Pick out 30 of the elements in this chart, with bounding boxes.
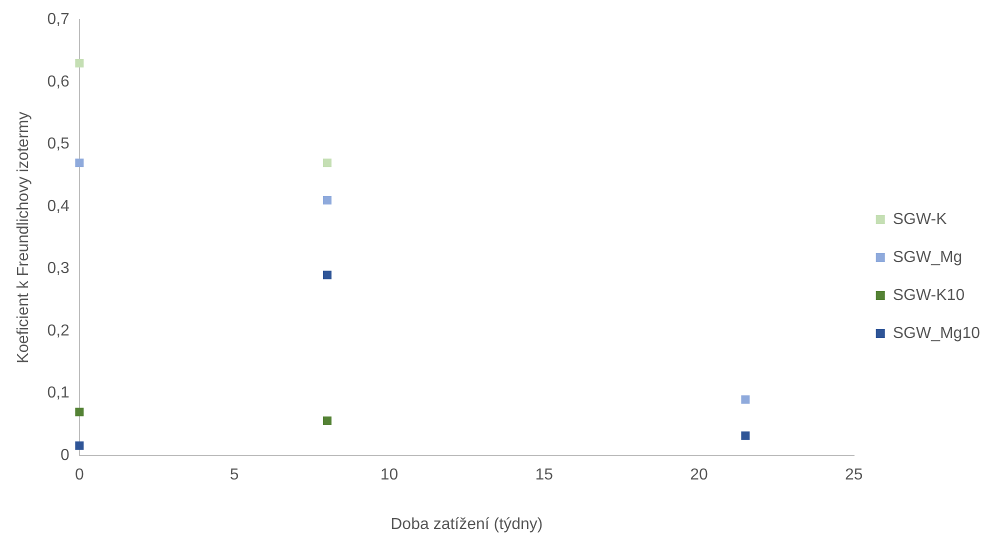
y-tick-label: 0,4 [47,198,70,215]
point [323,158,332,168]
point [323,270,332,280]
x-axis-title: Doba zatížení (týdny) [390,516,543,533]
point [323,416,332,425]
y-tick-label: 0,3 [47,260,70,278]
point [75,408,84,416]
y-tick-label: 0,7 [47,11,70,28]
y-tick-label: 0,6 [47,73,70,90]
x-tick-label: 20 [690,466,708,484]
x-tick-label: 5 [230,466,239,484]
x-tick-label: 25 [844,466,863,484]
x-tick-label: 10 [380,466,398,484]
legend-label: SGW-K [892,210,948,228]
y-axis-title: Koeficient k Freundlichovy izotermy [15,112,32,364]
x-tick-label: 0 [74,466,84,484]
point [323,196,332,204]
y-tick-label: 0,2 [47,322,70,340]
point [741,431,750,440]
point [741,395,750,404]
y-tick-label: 0 [60,447,70,464]
legend-label: SGW-K10 [892,286,965,304]
y-tick-label: 0,5 [47,136,70,153]
point [75,441,84,450]
legend-label: SGW_Mg10 [892,324,980,342]
point [75,158,84,168]
x-tick-label: 15 [535,466,554,484]
point [75,58,84,68]
legend-label: SGW_Mg [892,248,962,266]
y-tick-label: 0,1 [47,384,70,402]
